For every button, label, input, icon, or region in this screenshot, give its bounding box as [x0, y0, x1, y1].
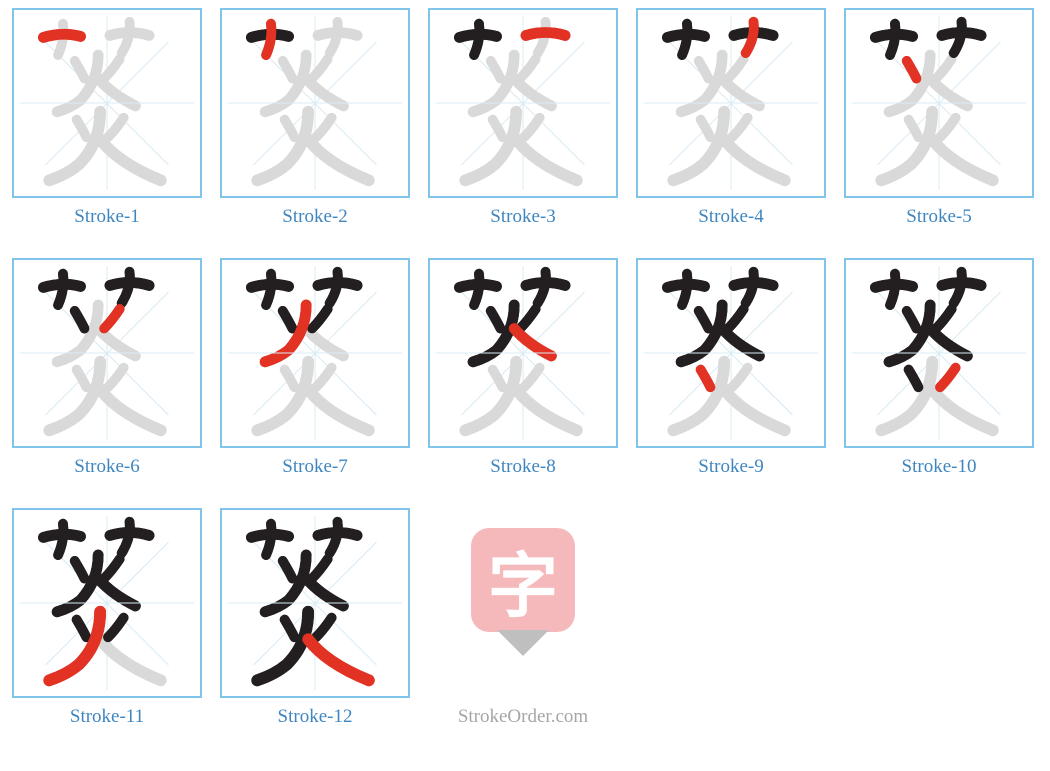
stroke-tile-12: [220, 508, 410, 698]
stroke-tile-2: [220, 8, 410, 198]
character-svg: [638, 260, 824, 446]
stroke-tile-8: [428, 258, 618, 448]
stroke-caption: Stroke-12: [278, 706, 353, 728]
site-logo: 字: [428, 508, 618, 698]
site-caption: StrokeOrder.com: [458, 706, 588, 728]
stroke-tile-4: [636, 8, 826, 198]
stroke-caption: Stroke-3: [490, 206, 555, 228]
stroke-tile-9: [636, 258, 826, 448]
stroke-caption: Stroke-2: [282, 206, 347, 228]
logo-glyph: 字: [471, 528, 575, 632]
stroke-caption: Stroke-5: [906, 206, 971, 228]
stroke-caption: Stroke-10: [902, 456, 977, 478]
stroke-tile-11: [12, 508, 202, 698]
character-svg: [430, 260, 616, 446]
site-logo-cell: 字 StrokeOrder.com: [428, 508, 618, 748]
stroke-caption: Stroke-1: [74, 206, 139, 228]
stroke-order-grid: Stroke-1 Stroke-2 Stroke-3 Stroke-4: [0, 0, 1050, 756]
stroke-caption: Stroke-7: [282, 456, 347, 478]
stroke-cell-6: Stroke-6: [12, 258, 202, 498]
stroke-cell-9: Stroke-9: [636, 258, 826, 498]
character-svg: [222, 260, 408, 446]
pencil-tip-icon: [497, 630, 549, 656]
stroke-tile-6: [12, 258, 202, 448]
stroke-tile-3: [428, 8, 618, 198]
stroke-cell-2: Stroke-2: [220, 8, 410, 248]
character-svg: [14, 510, 200, 696]
character-svg: [222, 10, 408, 196]
stroke-caption: Stroke-8: [490, 456, 555, 478]
stroke-caption: Stroke-6: [74, 456, 139, 478]
stroke-cell-5: Stroke-5: [844, 8, 1034, 248]
character-svg: [638, 10, 824, 196]
stroke-cell-10: Stroke-10: [844, 258, 1034, 498]
stroke-tile-7: [220, 258, 410, 448]
character-svg: [222, 510, 408, 696]
stroke-caption: Stroke-4: [698, 206, 763, 228]
character-svg: [14, 10, 200, 196]
stroke-tile-10: [844, 258, 1034, 448]
stroke-caption: Stroke-11: [70, 706, 144, 728]
stroke-caption: Stroke-9: [698, 456, 763, 478]
stroke-cell-3: Stroke-3: [428, 8, 618, 248]
character-svg: [846, 260, 1032, 446]
stroke-cell-7: Stroke-7: [220, 258, 410, 498]
stroke-cell-4: Stroke-4: [636, 8, 826, 248]
character-svg: [846, 10, 1032, 196]
stroke-tile-1: [12, 8, 202, 198]
stroke-cell-12: Stroke-12: [220, 508, 410, 748]
character-svg: [14, 260, 200, 446]
stroke-cell-11: Stroke-11: [12, 508, 202, 748]
stroke-cell-1: Stroke-1: [12, 8, 202, 248]
stroke-tile-5: [844, 8, 1034, 198]
stroke-cell-8: Stroke-8: [428, 258, 618, 498]
character-svg: [430, 10, 616, 196]
